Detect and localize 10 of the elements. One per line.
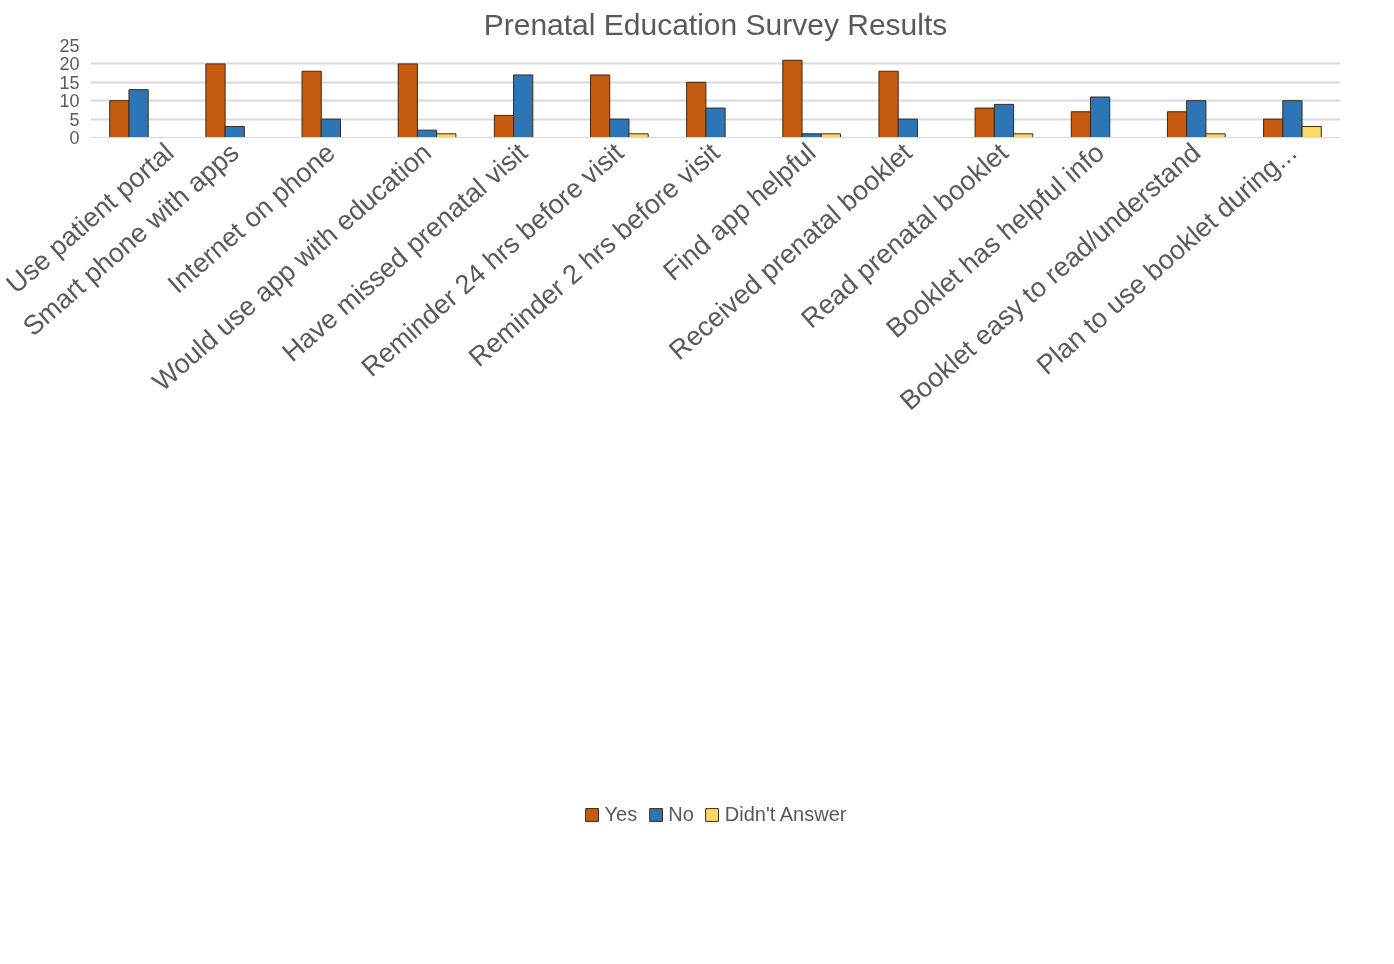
y-tick-label: 0: [69, 128, 80, 148]
legend-label: Yes: [604, 802, 638, 826]
chart-title: Prenatal Education Survey Results: [483, 7, 948, 41]
y-tick-label: 15: [59, 72, 80, 93]
legend-label: Didn't Answer: [724, 802, 847, 826]
y-tick-label: 5: [69, 109, 80, 130]
legend-label: No: [668, 802, 694, 826]
y-tick-label: 10: [59, 91, 80, 112]
y-tick-label: 25: [59, 36, 80, 56]
y-tick-label: 20: [59, 54, 80, 75]
